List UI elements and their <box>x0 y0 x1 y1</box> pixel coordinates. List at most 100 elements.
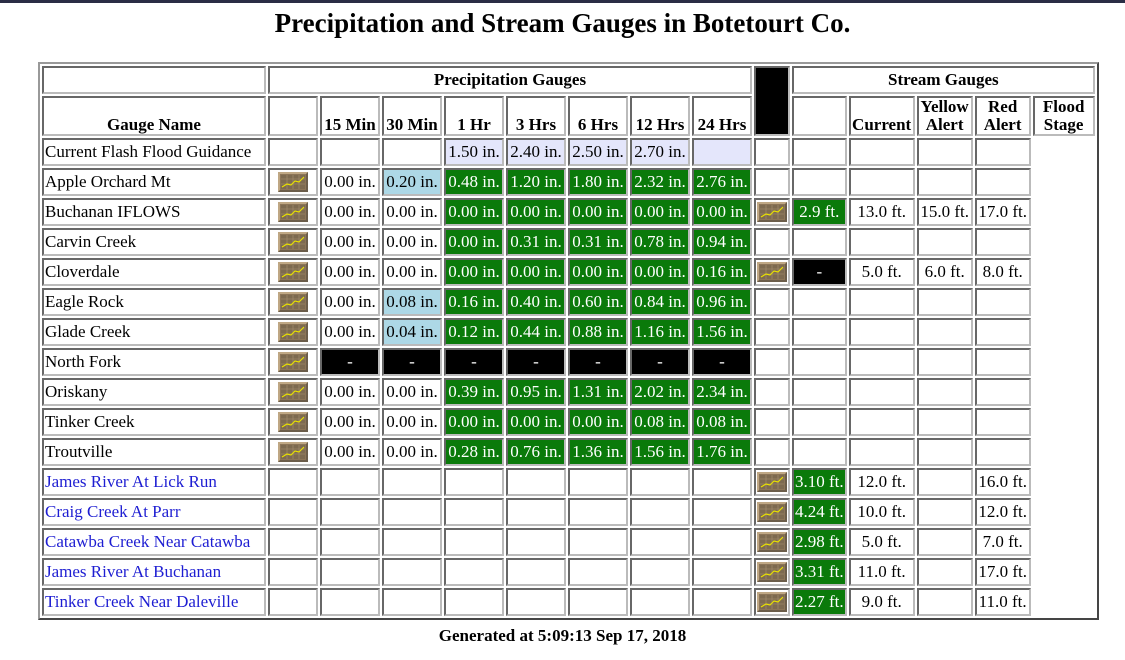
precip-m30: 0.00 in. <box>382 198 442 226</box>
stream-graph-cell <box>754 258 790 286</box>
precip-m30: 0.04 in. <box>382 318 442 346</box>
corner-cell <box>42 66 266 94</box>
stream-graph-cell <box>754 588 790 616</box>
precip-h1: 0.48 in. <box>444 168 504 196</box>
stream-yellow-alert: 9.0 ft. <box>848 588 915 616</box>
gauge-name: Craig Creek At Parr <box>42 498 266 526</box>
gauges-body: Current Flash Flood Guidance 1.50 in. 2.… <box>42 138 1095 616</box>
precip-h24: 0.00 in. <box>692 198 752 226</box>
graph-icon[interactable] <box>757 562 787 583</box>
precip-m15 <box>320 468 380 496</box>
guidance-label: Current Flash Flood Guidance <box>42 138 266 166</box>
stream-yellow-alert <box>848 168 915 196</box>
precip-m15 <box>320 498 380 526</box>
stream-yellow-alert <box>848 288 915 316</box>
stream-yellow-alert <box>848 378 915 406</box>
graph-icon[interactable] <box>278 322 308 343</box>
precip-h3 <box>506 468 566 496</box>
precip-h3: 0.31 in. <box>506 228 566 256</box>
yellow-alert-header-line1: Yellow <box>920 97 969 116</box>
precip-graph-cell <box>268 378 318 406</box>
graph-icon[interactable] <box>278 292 308 313</box>
graph-icon[interactable] <box>278 172 308 193</box>
precip-graph-cell <box>268 558 318 586</box>
precip-h1: 0.12 in. <box>444 318 504 346</box>
precip-h6 <box>568 498 628 526</box>
guidance-m15 <box>320 138 380 166</box>
stream-graph-cell <box>754 318 790 346</box>
gauge-name: Buchanan IFLOWS <box>42 198 266 226</box>
precip-graph-cell <box>268 258 318 286</box>
precip-h24: 0.16 in. <box>692 258 752 286</box>
stream-current <box>792 348 847 376</box>
precip-m30: 0.08 in. <box>382 288 442 316</box>
precip-m15: 0.00 in. <box>320 378 380 406</box>
stream-gauge-link[interactable]: Craig Creek At Parr <box>45 502 181 521</box>
precip-h24: 2.76 in. <box>692 168 752 196</box>
precip-h6: 1.31 in. <box>568 378 628 406</box>
graph-icon[interactable] <box>278 352 308 373</box>
precip-graph-cell <box>268 168 318 196</box>
stream-red-alert <box>916 438 973 466</box>
graph-icon[interactable] <box>278 202 308 223</box>
stream-red-alert <box>916 348 973 376</box>
current-header: Current <box>848 96 915 136</box>
precip-h6: 1.36 in. <box>568 438 628 466</box>
stream-current <box>792 168 847 196</box>
precip-h6: 0.60 in. <box>568 288 628 316</box>
graph-icon[interactable] <box>278 262 308 283</box>
gauge-name: Glade Creek <box>42 318 266 346</box>
stream-yellow-alert: 5.0 ft. <box>848 528 915 556</box>
stream-current <box>792 228 847 256</box>
stream-gauge-link[interactable]: Catawba Creek Near Catawba <box>45 532 251 551</box>
guidance-current <box>792 138 847 166</box>
precip-h3: 0.00 in. <box>506 408 566 436</box>
m30-header: 30 Min <box>382 96 442 136</box>
graph-icon[interactable] <box>757 502 787 523</box>
graph-icon[interactable] <box>278 412 308 433</box>
precip-h3: 0.95 in. <box>506 378 566 406</box>
stream-red-alert <box>916 558 973 586</box>
stream-red-alert <box>916 318 973 346</box>
graph-icon[interactable] <box>757 472 787 493</box>
stream-red-alert <box>916 378 973 406</box>
gauge-name: James River At Lick Run <box>42 468 266 496</box>
stream-red-alert <box>916 408 973 436</box>
graph-icon[interactable] <box>757 532 787 553</box>
precip-h12: 1.16 in. <box>630 318 690 346</box>
stream-flood-stage: 8.0 ft. <box>974 258 1031 286</box>
precip-m30 <box>382 468 442 496</box>
gauge-name: Catawba Creek Near Catawba <box>42 528 266 556</box>
guidance-red <box>916 138 973 166</box>
precip-h12: 0.08 in. <box>630 408 690 436</box>
stream-gauge-link[interactable]: James River At Buchanan <box>45 562 222 581</box>
graph-icon[interactable] <box>278 382 308 403</box>
table-row: James River At Buchanan 3.31 ft. 11.0 ft. 1… <box>42 558 1095 586</box>
h3-header: 3 Hrs <box>506 96 566 136</box>
precip-h24: 1.76 in. <box>692 438 752 466</box>
precip-h24: 0.94 in. <box>692 228 752 256</box>
precip-m15: 0.00 in. <box>320 228 380 256</box>
precip-h3: 1.20 in. <box>506 168 566 196</box>
precip-m15: 0.00 in. <box>320 168 380 196</box>
precip-h3 <box>506 498 566 526</box>
graph-icon[interactable] <box>278 232 308 253</box>
graph-icon[interactable] <box>757 202 787 223</box>
precip-graph-cell <box>268 348 318 376</box>
stream-gauge-link[interactable]: Tinker Creek Near Daleville <box>45 592 239 611</box>
precip-h1: 0.28 in. <box>444 438 504 466</box>
stream-current <box>792 408 847 436</box>
stream-flood-stage <box>974 288 1031 316</box>
table-row: Cloverdale 0.00 in. 0.00 in. 0.00 in. 0.00 i… <box>42 258 1095 286</box>
guidance-graph-cell <box>268 138 318 166</box>
precip-h6 <box>568 558 628 586</box>
stream-gauge-link[interactable]: James River At Lick Run <box>45 472 217 491</box>
stream-flood-stage <box>974 408 1031 436</box>
table-row: Troutville 0.00 in. 0.00 in. 0.28 in. 0.76 i… <box>42 438 1095 466</box>
stream-current <box>792 378 847 406</box>
graph-icon[interactable] <box>278 442 308 463</box>
graph-icon[interactable] <box>757 262 787 283</box>
guidance-h24 <box>692 138 752 166</box>
precip-h6 <box>568 528 628 556</box>
graph-icon[interactable] <box>757 592 787 613</box>
